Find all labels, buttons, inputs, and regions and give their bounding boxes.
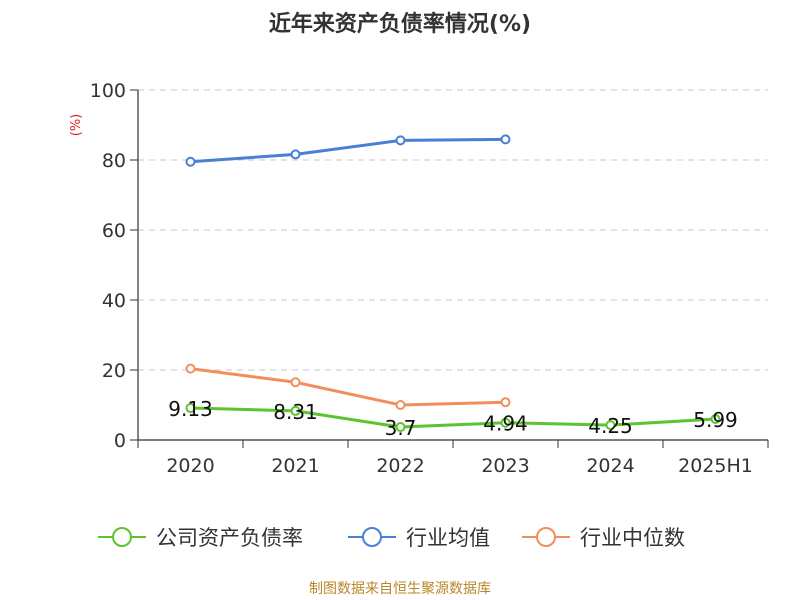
data-point (395, 135, 406, 146)
x-tick-label: 2024 (586, 455, 634, 477)
data-label: 4.94 (483, 412, 528, 436)
data-label: 3.7 (385, 416, 417, 440)
y-tick-label: 20 (102, 360, 126, 382)
grid-layer (138, 89, 768, 371)
data-point (185, 403, 196, 414)
chart-title: 近年来资产负债率情况(%) (268, 12, 532, 37)
data-point (605, 420, 616, 431)
legend-item: 行业均值 (348, 526, 490, 550)
data-label: 5.99 (693, 408, 738, 432)
axis-layer: 0 20 40 60 80 100 (%) 2020 2021 2022 2023 2024 2025H… (69, 80, 769, 477)
data-point (500, 134, 511, 145)
legend-layer: 公司资产负债率 行业均值 行业中位数 (98, 526, 685, 550)
data-point (395, 422, 406, 433)
label-layer: 9.13 8.31 3.7 4.94 4.25 5.99 (168, 397, 738, 440)
data-point (500, 417, 511, 428)
data-label: 9.13 (168, 397, 213, 421)
y-tick-label: 60 (102, 220, 126, 242)
series-line (190, 367, 506, 407)
series-layer (185, 134, 721, 433)
y-axis-label: (%) (69, 114, 84, 137)
data-label: 4.25 (588, 414, 633, 438)
legend-item: 公司资产负债率 (98, 526, 303, 550)
source-note: 制图数据来自恒生聚源数据库 (309, 581, 491, 597)
x-tick-label: 2023 (481, 455, 529, 477)
y-tick-label: 100 (90, 80, 126, 102)
series-1 (185, 134, 511, 167)
x-tick-label: 2020 (166, 455, 214, 477)
y-tick-label: 80 (102, 150, 126, 172)
legend-label: 行业中位数 (580, 526, 685, 550)
series-line (190, 406, 716, 429)
series-line (190, 137, 506, 164)
legend-marker (362, 527, 382, 547)
x-tick-label: 2025H1 (678, 455, 753, 477)
x-tick-label: 2021 (271, 455, 319, 477)
data-point (500, 397, 511, 408)
series-0 (185, 403, 721, 433)
y-tick-label: 40 (102, 290, 126, 312)
data-point (290, 149, 301, 160)
legend-marker (536, 527, 556, 547)
legend-item: 行业中位数 (522, 526, 685, 550)
legend-marker (112, 527, 132, 547)
series-2 (185, 363, 511, 410)
data-point (185, 363, 196, 374)
data-label: 8.31 (273, 400, 318, 424)
data-point (185, 156, 196, 167)
data-point (395, 400, 406, 410)
data-point (290, 377, 301, 388)
legend-label: 行业均值 (406, 526, 490, 550)
legend-label: 公司资产负债率 (156, 526, 303, 550)
x-tick-label: 2022 (376, 455, 424, 477)
data-point (710, 414, 721, 425)
data-point (290, 405, 301, 416)
y-tick-label: 0 (114, 430, 126, 452)
